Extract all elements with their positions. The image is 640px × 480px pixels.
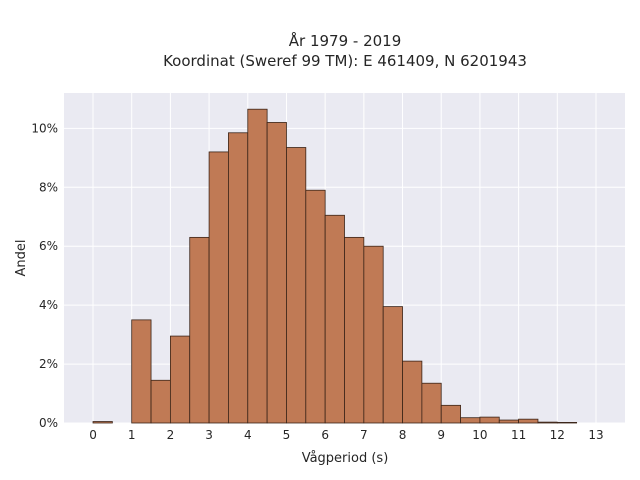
x-tick-label: 2 [167,428,175,442]
y-tick-label: 6% [39,239,58,253]
histogram-bar [228,132,249,424]
y-tick-label: 2% [39,357,58,371]
histogram-bar [324,214,345,424]
x-tick-label: 4 [244,428,252,442]
bars [92,108,578,424]
histogram-bar [189,236,210,424]
x-tick-label: 7 [360,428,368,442]
histogram-bar [305,189,326,424]
x-axis-label: Vågperiod (s) [302,451,389,466]
x-tick-label: 5 [283,428,291,442]
histogram-bar [363,245,384,424]
histogram-bar [382,306,403,424]
histogram-bar [131,319,152,424]
x-tick-label: 9 [437,428,445,442]
histogram-bar [421,382,442,424]
y-tick-label: 10% [31,121,58,135]
x-tick-label: 12 [550,428,565,442]
histogram-bar [556,422,578,424]
x-tick-label: 3 [205,428,213,442]
histogram-bar [402,360,423,424]
histogram-bar [208,151,229,424]
histogram-bar [537,421,558,424]
x-tick-labels: 0 1 2 3 4 5 6 7 8 9 10 11 12 13 [89,428,603,442]
y-tick-label: 0% [39,416,58,430]
histogram-bar [266,122,287,424]
histogram-bar [460,417,481,424]
histogram-bar [286,147,307,424]
x-tick-label: 1 [128,428,136,442]
y-tick-labels: 0% 2% 4% 6% 8% 10% [31,121,58,430]
histogram-bar [169,335,191,424]
histogram-bar [479,416,500,424]
x-tick-label: 8 [399,428,407,442]
histogram-bar [92,421,113,424]
chart-title-line2: Koordinat (Sweref 99 TM): E 461409, N 62… [163,52,527,70]
x-tick-label: 6 [321,428,329,442]
chart-title-line1: År 1979 - 2019 [289,31,402,50]
histogram-bar [518,418,539,424]
y-tick-label: 8% [39,180,58,194]
y-axis-label: Andel [14,240,29,277]
histogram-bar [150,379,171,424]
histogram-bar [498,419,520,424]
histogram-bar [440,404,461,424]
x-tick-label: 11 [511,428,526,442]
x-tick-label: 13 [588,428,603,442]
histogram-bar [344,236,365,424]
x-tick-label: 0 [89,428,97,442]
y-tick-label: 4% [39,298,58,312]
x-tick-label: 10 [472,428,487,442]
histogram-bar [247,108,268,424]
